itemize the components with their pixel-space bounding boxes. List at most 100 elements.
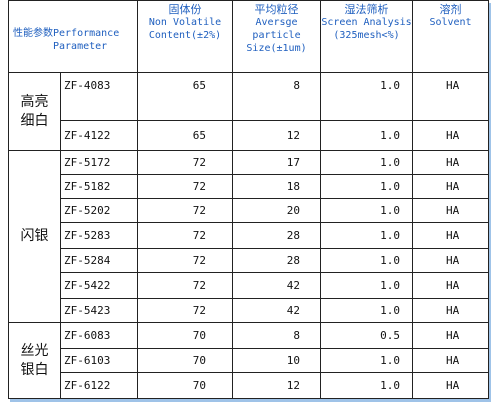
table-cell: HA <box>412 248 490 273</box>
table-cell: HA <box>412 222 490 249</box>
table-cell: 72 <box>137 150 234 175</box>
table-cell: HA <box>412 322 490 349</box>
table-cell: HA <box>412 174 490 199</box>
table-cell: ZF-6083 <box>59 322 139 349</box>
table-cell: 12 <box>232 372 322 399</box>
table-cell: ZF-6103 <box>59 348 139 373</box>
header-line: Non Volatile <box>148 17 222 28</box>
header-line: particle <box>252 30 301 41</box>
table-cell: 65 <box>137 72 234 121</box>
header-line: Screen Analysis <box>321 17 412 28</box>
table-cell: 42 <box>232 298 322 323</box>
table-row: 高亮细白 ZF-4083 65 8 1.0 HA <box>8 72 490 151</box>
table-cell: 1.0 <box>320 174 414 199</box>
table-cell: 70 <box>137 348 234 373</box>
header-line: Content(±2%) <box>148 30 222 41</box>
spec-table-wrap: 性能参数Performance Parameter 固体份 Non Volatile… <box>7 0 490 400</box>
table-cell: 72 <box>137 174 234 199</box>
header-line: 固体份 <box>168 3 202 16</box>
table-cell: ZF-5422 <box>59 272 139 299</box>
table-cell: 1.0 <box>320 248 414 273</box>
table-cell: 1.0 <box>320 348 414 373</box>
header-line: Solvent <box>429 17 472 28</box>
group-name: 闪银 <box>20 228 49 244</box>
table-cell: 12 <box>232 120 322 151</box>
table-cell: ZF-5202 <box>59 198 139 223</box>
table-cell: 72 <box>137 222 234 249</box>
table-cell: 72 <box>137 198 234 223</box>
header-cell: 固体份 Non Volatile Content(±2%) <box>137 0 234 73</box>
group-name: 丝光银白 <box>20 342 49 378</box>
table-cell: ZF-5284 <box>59 248 139 273</box>
table-cell: HA <box>412 120 490 151</box>
table-row: ZF-6103 70 10 1.0 HA <box>9 348 490 373</box>
table-cell: 17 <box>232 150 322 175</box>
header-line: (325mesh<%) <box>333 30 400 41</box>
table-cell: 20 <box>232 198 322 223</box>
table-cell: HA <box>412 272 490 299</box>
table-cell: 1.0 <box>320 72 414 121</box>
table-cell: ZF-6122 <box>59 372 139 399</box>
header-line: Size(±1um) <box>246 43 307 54</box>
table-cell: 1.0 <box>320 120 414 151</box>
table-cell: 1.0 <box>320 198 414 223</box>
header-line: 湿法筛析 <box>344 3 389 16</box>
table-cell: ZF-5172 <box>59 150 139 175</box>
table-cell: 0.5 <box>320 322 414 349</box>
header-row: 性能参数Performance Parameter 固体份 Non Volatile… <box>7 0 490 73</box>
table-cell: 42 <box>232 272 322 299</box>
header-cell: 性能参数Performance Parameter <box>7 0 139 73</box>
header-line: Parameter <box>53 41 108 52</box>
table-row: ZF-5182 72 18 1.0 HA <box>9 174 490 199</box>
table-row: ZF-5284 72 28 1.0 HA <box>9 248 490 273</box>
table-row: ZF-4122 65 12 1.0 HA <box>9 120 490 151</box>
header-cell: 湿法筛析 Screen Analysis (325mesh<%) <box>320 0 414 73</box>
table-cell: ZF-4083 <box>59 72 139 121</box>
table-cell: 1.0 <box>320 222 414 249</box>
table-cell: ZF-4122 <box>59 120 139 151</box>
table-cell: 1.0 <box>320 150 414 175</box>
group-cell: 丝光银白 <box>8 322 61 399</box>
table-row: 丝光银白 ZF-6083 70 8 0.5 HA <box>8 322 490 399</box>
table-row: ZF-5283 72 28 1.0 HA <box>9 222 490 249</box>
group-cell: 高亮细白 <box>8 72 61 151</box>
header-cell: 溶剂 Solvent <box>412 0 490 73</box>
table-cell: HA <box>412 298 490 323</box>
table-cell: 28 <box>232 248 322 273</box>
table-cell: 8 <box>232 322 322 349</box>
table-cell: 1.0 <box>320 372 414 399</box>
table-cell: HA <box>412 198 490 223</box>
header-line: 平均粒径 <box>254 3 299 16</box>
table-row: 闪银 ZF-5172 72 17 1.0 HA <box>8 150 490 323</box>
table-cell: HA <box>412 372 490 399</box>
table-cell: 65 <box>137 120 234 151</box>
group-name: 高亮细白 <box>20 93 49 129</box>
table-cell: HA <box>412 72 490 121</box>
table-cell: 18 <box>232 174 322 199</box>
header-line: 性能参数Performance <box>13 28 120 39</box>
table-cell: 1.0 <box>320 272 414 299</box>
table-cell: 70 <box>137 322 234 349</box>
table-cell: 28 <box>232 222 322 249</box>
header-line: 溶剂 <box>439 3 462 16</box>
table-cell: HA <box>412 348 490 373</box>
table-row: ZF-5422 72 42 1.0 HA <box>9 272 490 299</box>
table-cell: 8 <box>232 72 322 121</box>
table-cell: 70 <box>137 372 234 399</box>
table-cell: ZF-5423 <box>59 298 139 323</box>
header-cell: 平均粒径 Aversge particle Size(±1um) <box>232 0 322 73</box>
spec-table: 性能参数Performance Parameter 固体份 Non Volatile… <box>7 0 490 399</box>
table-cell: ZF-5182 <box>59 174 139 199</box>
table-cell: ZF-5283 <box>59 222 139 249</box>
header-line: Aversge <box>255 17 298 28</box>
table-row: ZF-6122 70 12 1.0 HA <box>9 372 490 399</box>
table-cell: HA <box>412 150 490 175</box>
table-cell: 72 <box>137 298 234 323</box>
table-row: ZF-5202 72 20 1.0 HA <box>9 198 490 223</box>
table-cell: 1.0 <box>320 298 414 323</box>
table-row: ZF-5423 72 42 1.0 HA <box>9 298 490 323</box>
table-cell: 72 <box>137 248 234 273</box>
group-cell: 闪银 <box>8 150 61 323</box>
table-cell: 10 <box>232 348 322 373</box>
